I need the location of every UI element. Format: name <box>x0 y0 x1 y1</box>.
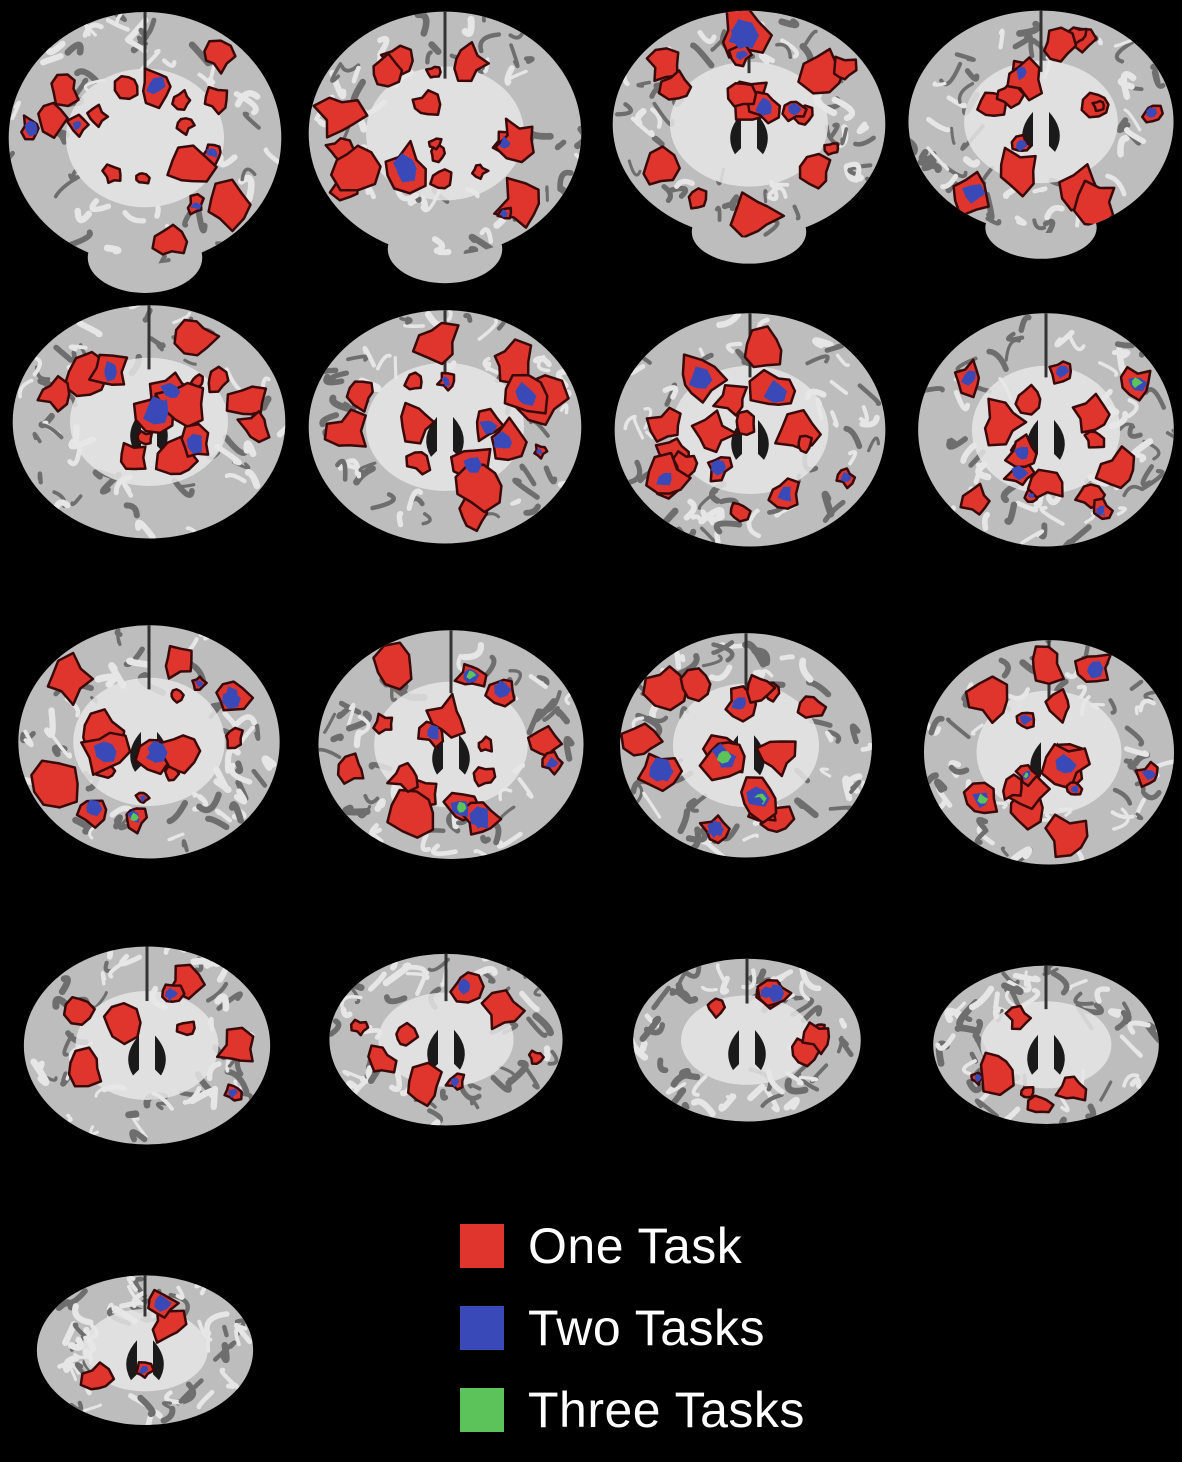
brain-slice-10 <box>310 625 592 885</box>
brain-slice-11 <box>612 628 880 883</box>
brain-slice-06 <box>300 305 590 570</box>
slice-image <box>908 10 1174 259</box>
legend-label-two-tasks: Two Tasks <box>528 1300 765 1356</box>
slice-image <box>923 640 1175 865</box>
slice-image <box>612 10 886 264</box>
brain-slice-12 <box>916 635 1182 890</box>
cerebellum <box>87 222 203 293</box>
slice-image <box>620 633 872 858</box>
legend-swatch-two-tasks <box>460 1306 504 1350</box>
brain-slice-16 <box>926 962 1166 1142</box>
slice-image <box>918 313 1174 547</box>
legend-swatch-three-tasks <box>460 1388 504 1432</box>
slice-image <box>933 965 1159 1124</box>
brain-slice-03 <box>604 0 894 270</box>
brain-slice-05 <box>4 300 294 565</box>
brain-slice-01 <box>0 0 290 300</box>
legend-label-one-task: One Task <box>528 1218 743 1274</box>
slice-image <box>12 305 286 539</box>
brain-slice-14 <box>322 950 570 1145</box>
slice-image <box>318 630 584 859</box>
slice-image <box>23 946 271 1145</box>
slice-image <box>614 313 886 547</box>
brain-slice-17 <box>30 1272 260 1442</box>
slice-image <box>633 958 861 1122</box>
cerebellum <box>387 215 503 284</box>
slice-image <box>8 12 282 293</box>
slice-image <box>329 953 563 1126</box>
brain-slice-09 <box>10 620 288 885</box>
brain-slice-02 <box>300 0 590 290</box>
slice-image <box>36 1275 254 1425</box>
brain-slice-13 <box>16 942 278 1167</box>
legend-label-three-tasks: Three Tasks <box>528 1382 805 1438</box>
brain-slice-08 <box>910 308 1182 573</box>
slice-image <box>18 625 280 859</box>
brain-slice-15 <box>626 955 868 1140</box>
slice-image <box>308 310 582 544</box>
brain-slice-07 <box>606 308 894 573</box>
brain-slice-04 <box>900 0 1182 265</box>
slice-image <box>308 11 582 284</box>
legend-swatch-one-task <box>460 1224 504 1268</box>
